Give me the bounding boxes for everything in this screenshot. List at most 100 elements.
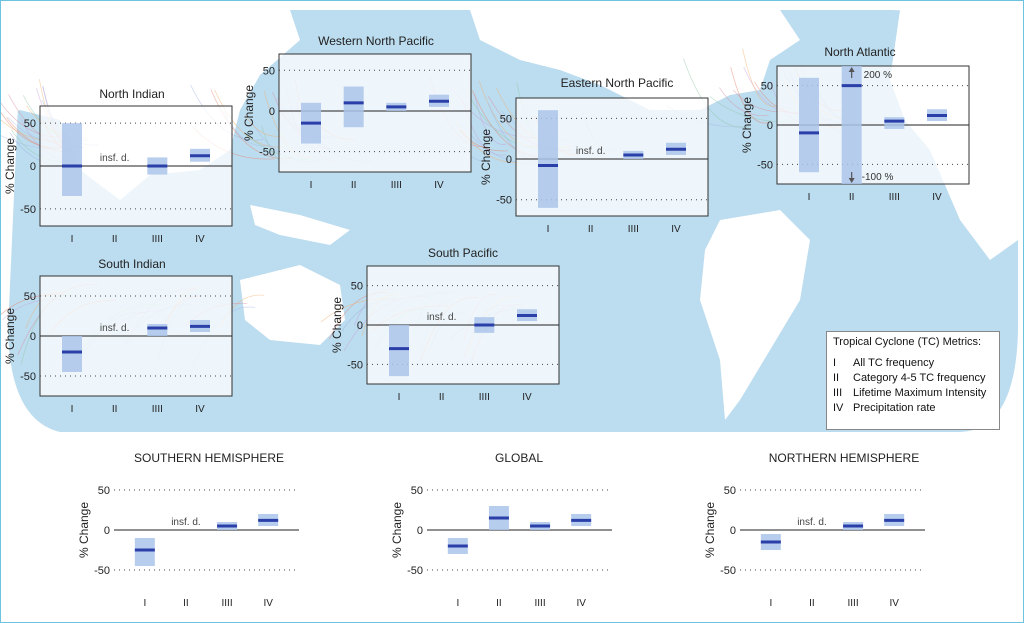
y-tick-label: 0: [30, 161, 36, 173]
x-tick-label: II: [588, 224, 594, 235]
legend-box: Tropical Cyclone (TC) Metrics: I All TC f…: [826, 331, 1000, 430]
y-tick-label: 0: [506, 154, 512, 166]
range-box: [841, 66, 862, 184]
land-australia: [240, 265, 345, 345]
x-tick-label: IV: [195, 404, 205, 415]
x-tick-label: IV: [932, 192, 942, 203]
legend-roman: I: [833, 357, 837, 369]
legend-text: Precipitation rate: [853, 402, 936, 414]
y-tick-label: 0: [730, 525, 736, 537]
y-tick-label: 50: [351, 281, 363, 293]
legend-roman: II: [833, 372, 840, 384]
range-box: [799, 77, 819, 173]
range-box: [134, 538, 155, 566]
legend-text: Category 4-5 TC frequency: [853, 372, 986, 384]
chart-title: NORTHERN HEMISPHERE: [769, 451, 919, 465]
x-tick-label: II: [809, 598, 815, 609]
y-tick-label: 0: [357, 320, 363, 332]
x-tick-label: II: [849, 192, 855, 203]
y-tick-label: 0: [767, 120, 773, 132]
legend-item: I All TC frequency: [833, 357, 993, 369]
up-arrow-head: [848, 67, 855, 72]
y-tick-label: 0: [417, 525, 423, 537]
x-tick-label: IIII: [221, 598, 232, 609]
cyclone-track: [742, 48, 777, 107]
y-axis-label: % Change: [703, 502, 717, 558]
insufficient-data-label: insf. d.: [100, 153, 129, 164]
legend-title: Tropical Cyclone (TC) Metrics:: [833, 336, 982, 348]
down-arrow-head: [848, 178, 855, 183]
x-tick-label: IV: [671, 224, 681, 235]
chart-title: South Pacific: [428, 246, 498, 260]
y-tick-label: -50: [259, 147, 275, 159]
chart-title: Western North Pacific: [318, 34, 434, 48]
y-tick-label: 0: [30, 331, 36, 343]
y-axis-label: % Change: [740, 97, 754, 153]
chart-title: North Indian: [99, 87, 164, 101]
insufficient-data-label: insf. d.: [797, 517, 826, 528]
range-box: [343, 86, 364, 128]
x-tick-label: I: [769, 598, 772, 609]
x-tick-label: II: [183, 598, 189, 609]
x-tick-label: IIII: [152, 404, 163, 415]
y-axis-label: % Change: [390, 502, 404, 558]
x-tick-label: IIII: [889, 192, 900, 203]
cyclone-track: [473, 94, 507, 145]
land-south-america: [700, 210, 810, 420]
y-tick-label: -50: [347, 359, 363, 371]
x-tick-label: IIII: [534, 598, 545, 609]
x-tick-label: IIII: [628, 224, 639, 235]
range-box: [538, 110, 558, 208]
legend-roman: IV: [833, 402, 844, 414]
y-tick-label: 50: [411, 485, 423, 497]
annotation-label: 200 %: [864, 70, 892, 81]
range-box: [62, 123, 82, 196]
y-axis-label: % Change: [3, 138, 17, 194]
legend-item: II Category 4-5 TC frequency: [833, 372, 993, 384]
legend-item: IV Precipitation rate: [833, 402, 993, 414]
x-tick-label: IIII: [391, 180, 402, 191]
x-tick-label: IV: [576, 598, 586, 609]
x-tick-label: I: [143, 598, 146, 609]
legend-roman: III: [833, 387, 843, 399]
x-tick-label: IV: [522, 392, 532, 403]
y-tick-label: -50: [20, 204, 36, 216]
y-axis-label: % Change: [77, 502, 91, 558]
cyclone-track: [245, 114, 281, 137]
range-box: [389, 325, 409, 377]
y-tick-label: -50: [20, 371, 36, 383]
x-tick-label: I: [547, 224, 550, 235]
y-tick-label: 50: [761, 81, 773, 93]
range-box: [147, 324, 168, 336]
x-tick-label: IIII: [152, 234, 163, 245]
x-tick-label: I: [71, 404, 74, 415]
x-tick-label: IIII: [847, 598, 858, 609]
land-maritime-continent: [250, 205, 350, 245]
range-box: [884, 117, 905, 129]
y-tick-label: -50: [720, 565, 736, 577]
insufficient-data-label: insf. d.: [427, 312, 456, 323]
x-tick-label: I: [310, 180, 313, 191]
land-antarctic-strip: [0, 432, 1024, 440]
cyclone-track: [730, 67, 769, 124]
x-tick-label: IV: [195, 234, 205, 245]
y-tick-label: -50: [757, 159, 773, 171]
y-tick-label: 50: [263, 65, 275, 77]
insufficient-data-label: insf. d.: [100, 323, 129, 334]
insufficient-data-label: insf. d.: [576, 146, 605, 157]
range-box: [62, 336, 82, 372]
x-tick-label: IV: [434, 180, 444, 191]
y-axis-label: % Change: [330, 297, 344, 353]
y-tick-label: -50: [94, 565, 110, 577]
y-tick-label: 50: [98, 485, 110, 497]
y-tick-label: 0: [104, 525, 110, 537]
